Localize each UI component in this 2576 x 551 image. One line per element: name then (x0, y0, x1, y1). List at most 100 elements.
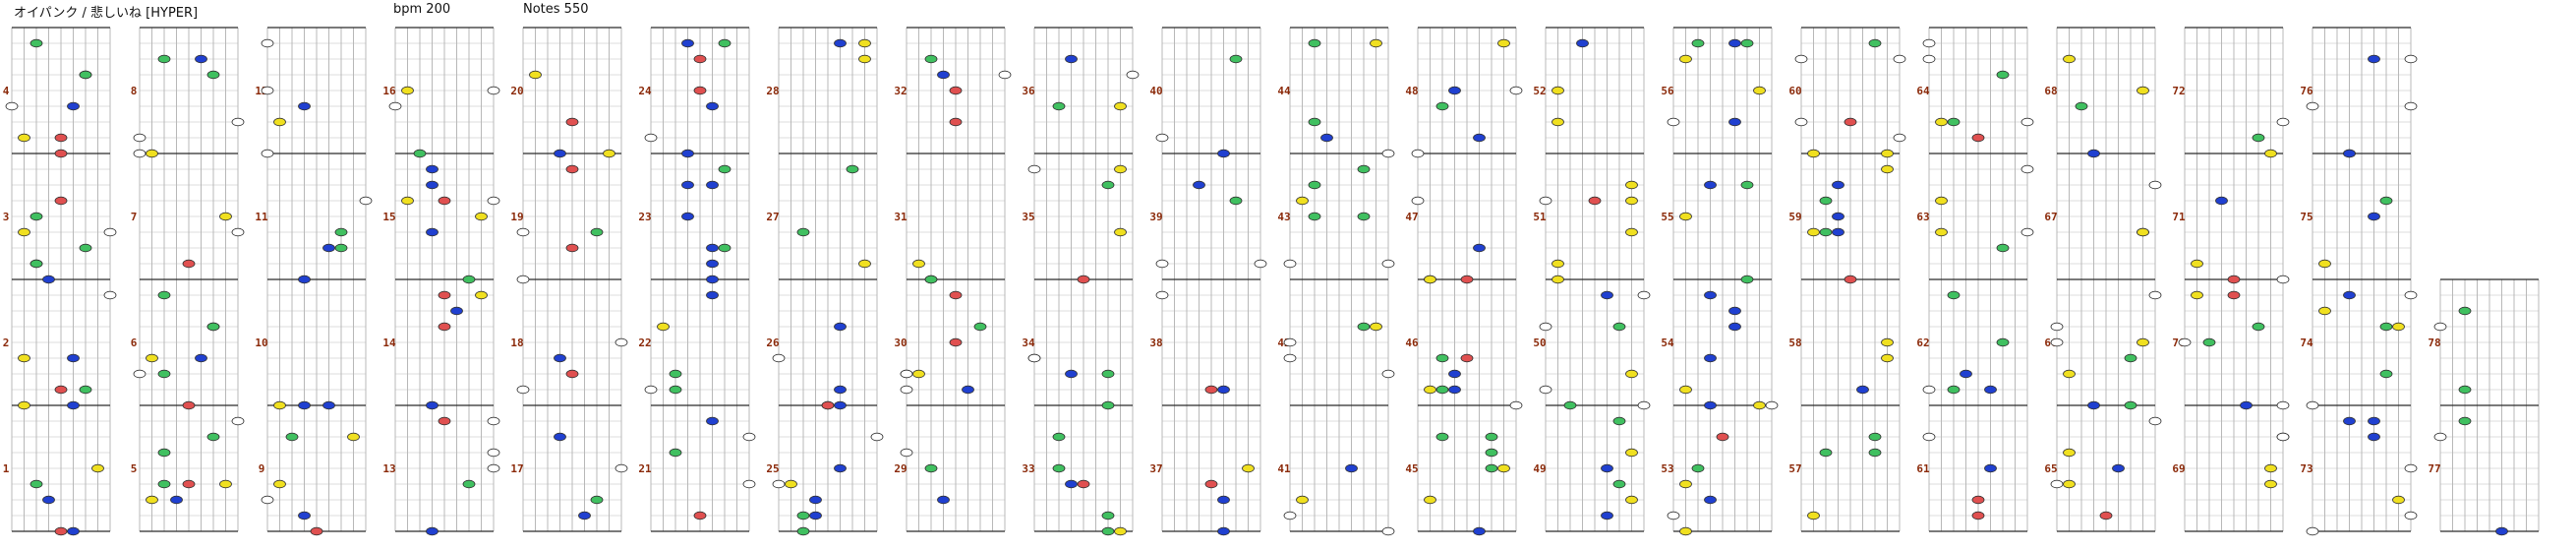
note (426, 227, 439, 237)
note (1704, 495, 1717, 505)
note (1996, 70, 2010, 80)
note (261, 86, 274, 95)
note (2191, 259, 2203, 269)
measure-number: 56 (1661, 85, 1674, 97)
note (1217, 385, 1230, 395)
measure-number: 15 (382, 211, 395, 223)
note (2137, 337, 2149, 347)
note (809, 511, 822, 520)
note (858, 54, 871, 64)
note (18, 227, 30, 237)
note (796, 227, 810, 237)
note (1753, 400, 1766, 410)
note (2063, 479, 2076, 489)
note (219, 212, 232, 221)
note (475, 290, 488, 300)
measure-number: 13 (382, 462, 395, 475)
note (2063, 54, 2076, 64)
note (937, 495, 950, 505)
note (1704, 290, 1717, 300)
note (1893, 54, 1906, 64)
note (2112, 463, 2125, 473)
note (1728, 117, 1741, 127)
note (298, 275, 311, 284)
measure-number: 33 (1022, 462, 1034, 475)
note (1881, 353, 1894, 363)
note (693, 86, 707, 95)
note (516, 385, 530, 395)
measure-number: 36 (1022, 85, 1035, 97)
note (657, 322, 670, 332)
note (2343, 290, 2356, 300)
note (1740, 275, 1754, 284)
note (438, 322, 451, 332)
notes-count: Notes 550 (523, 2, 589, 17)
note (1753, 86, 1766, 95)
note (388, 101, 402, 111)
note (1345, 463, 1358, 473)
note (1027, 353, 1041, 363)
note (1101, 369, 1115, 379)
note (1971, 133, 1985, 143)
note (1601, 463, 1613, 473)
note (681, 212, 694, 221)
note (146, 495, 158, 505)
note (1832, 212, 1844, 221)
measure-number: 60 (1788, 85, 1801, 97)
note (1509, 400, 1523, 410)
measure-number: 18 (510, 337, 523, 349)
note (1881, 149, 1894, 158)
note (1497, 463, 1510, 473)
note (1704, 353, 1717, 363)
measure-number: 71 (2172, 211, 2186, 223)
note (821, 400, 835, 410)
note (438, 290, 451, 300)
note (1984, 385, 1997, 395)
note (742, 479, 756, 489)
note (54, 196, 68, 206)
measure-number: 11 (255, 211, 268, 223)
measure-number: 47 (1405, 211, 1418, 223)
note (2148, 416, 2162, 426)
note (1411, 196, 1425, 206)
note (1217, 495, 1230, 505)
note (133, 133, 146, 143)
note (1114, 227, 1127, 237)
note (2458, 385, 2472, 395)
note (206, 70, 220, 80)
note (912, 259, 925, 269)
note (742, 432, 756, 442)
note (42, 275, 55, 284)
note (1242, 463, 1255, 473)
note (18, 400, 30, 410)
note (2458, 306, 2472, 316)
note (1485, 448, 1498, 458)
note (1101, 526, 1115, 536)
note (54, 133, 68, 143)
note (590, 495, 604, 505)
note (261, 149, 274, 158)
note (1728, 322, 1741, 332)
measure-number: 68 (2044, 85, 2057, 97)
note (54, 149, 68, 158)
note (29, 212, 43, 221)
note (590, 227, 604, 237)
note (157, 369, 171, 379)
note (973, 322, 987, 332)
note (1101, 180, 1115, 190)
note (858, 259, 871, 269)
note (2404, 290, 2418, 300)
note (1971, 495, 1985, 505)
note (998, 70, 1012, 80)
note (796, 511, 810, 520)
note (1217, 526, 1230, 536)
note (1551, 259, 1564, 269)
note (2252, 133, 2265, 143)
note (1357, 322, 1371, 332)
song-title: オイパンク / 悲しいね [HYPER] (14, 6, 199, 21)
note (578, 511, 591, 520)
note (1448, 369, 1461, 379)
note (42, 495, 55, 505)
measure-number: 69 (2172, 462, 2185, 475)
measure-number: 67 (2044, 211, 2057, 223)
